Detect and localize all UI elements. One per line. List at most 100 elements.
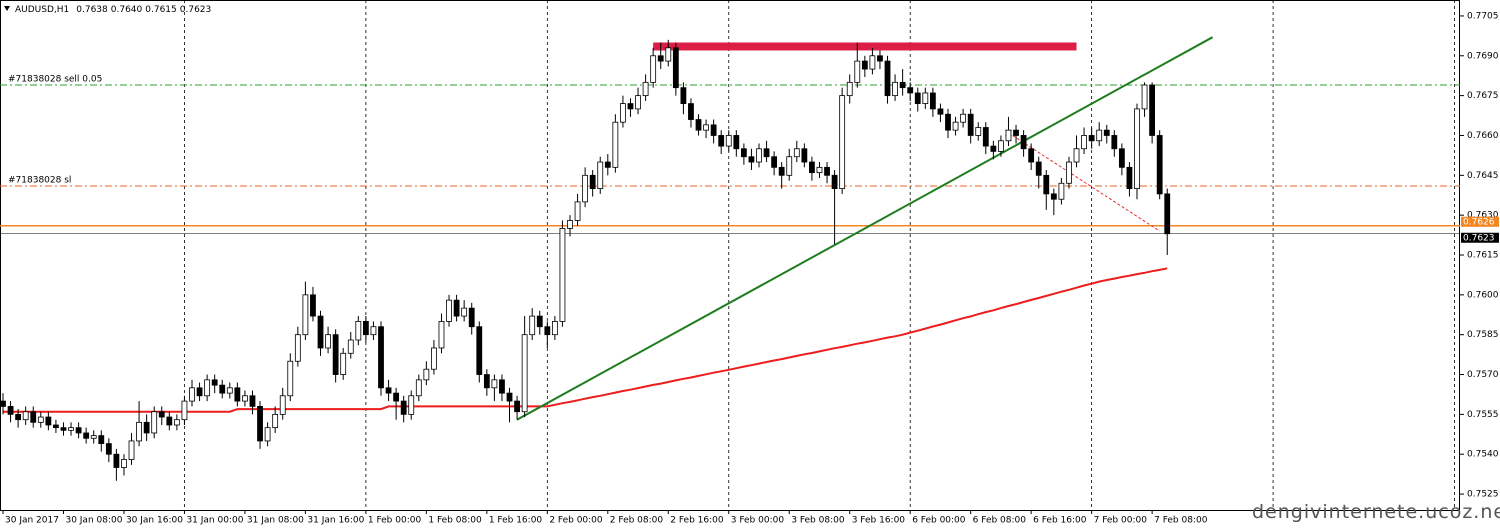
candle-body <box>438 321 445 349</box>
candle-body <box>574 201 581 221</box>
candle-body <box>1043 174 1050 195</box>
x-tick-label: 3 Feb 16:00 <box>852 516 906 526</box>
candle-body <box>499 379 505 394</box>
candle-body <box>53 424 59 429</box>
y-tick-label: 0.7675 <box>1467 91 1499 101</box>
candle-body <box>604 161 611 168</box>
candle-body <box>1149 84 1156 136</box>
candle-body <box>892 81 898 97</box>
candle-body <box>937 108 944 115</box>
order-level-label: #71838028 sell 0.05 <box>8 75 102 85</box>
resistance-zone <box>653 42 1077 51</box>
candle-body <box>431 347 437 370</box>
candle-body <box>952 121 959 131</box>
candle-body <box>15 413 22 421</box>
y-tick-label: 0.7705 <box>1467 11 1499 21</box>
candle-body <box>824 166 830 176</box>
candle-body <box>461 307 468 317</box>
candle-body <box>423 368 430 381</box>
candle-body <box>718 135 725 147</box>
candle-body <box>650 55 657 83</box>
candle-body <box>620 103 626 123</box>
candle-body <box>136 421 142 442</box>
candle-body <box>990 145 997 152</box>
y-tick-label: 0.7660 <box>1467 131 1499 141</box>
candle-body <box>340 352 347 375</box>
candle-body <box>861 60 868 70</box>
x-tick-label: 6 Feb 00:00 <box>912 516 966 526</box>
candle-body <box>1156 135 1163 195</box>
candle-body <box>544 326 551 336</box>
plot-frame <box>0 0 1460 511</box>
price-box-label: 0.7623 <box>1463 233 1495 243</box>
candle-body <box>975 127 982 136</box>
candle-body <box>491 379 498 389</box>
candle-body <box>998 140 1004 152</box>
menu-arrow <box>4 6 10 11</box>
candle-body <box>816 166 823 174</box>
candle-body <box>763 148 770 158</box>
symbol: AUDUSD,H1 <box>15 5 69 15</box>
candle-body <box>234 387 241 402</box>
candle-body <box>771 156 778 168</box>
candle-body <box>778 166 785 176</box>
candle-body <box>506 392 513 402</box>
candle-body <box>272 413 279 429</box>
candle-body <box>22 411 29 421</box>
order-level-label: #71838028 sl <box>8 175 71 185</box>
candle-body <box>551 321 558 336</box>
x-tick-label: 3 Feb 08:00 <box>791 516 845 526</box>
candle-body <box>559 228 566 322</box>
candle-body <box>914 92 921 104</box>
candle-body <box>929 92 936 110</box>
candle-body <box>90 435 97 439</box>
candle-body <box>1118 148 1125 168</box>
candle-body <box>128 440 135 460</box>
candle-body <box>121 459 127 468</box>
candle-body <box>415 379 422 397</box>
price-box <box>1461 232 1499 243</box>
candle-body <box>657 55 664 62</box>
candle-body <box>483 374 490 389</box>
x-tick-label: 1 Feb 16:00 <box>489 516 543 526</box>
candle-body <box>362 321 369 336</box>
high-value: 0.7640 <box>111 5 143 15</box>
x-tick-label: 7 Feb 00:00 <box>1094 516 1148 526</box>
x-tick-label: 30 Jan 08:00 <box>65 516 122 526</box>
candle-body <box>1164 193 1171 235</box>
candle-body <box>347 339 354 354</box>
candle-body <box>1111 135 1118 150</box>
candle-body <box>257 406 263 442</box>
x-tick-label: 30 Jan 16:00 <box>126 516 183 526</box>
candle-body <box>400 400 407 415</box>
candle-body <box>196 387 203 397</box>
candle-body <box>748 156 755 163</box>
open-value: 0.7638 <box>76 5 108 15</box>
x-tick-label: 31 Jan 08:00 <box>247 516 304 526</box>
candle-body <box>514 400 520 413</box>
moving-average <box>3 267 1168 413</box>
candle-body <box>446 299 452 322</box>
candle-body <box>567 220 573 229</box>
candle-body <box>1126 166 1133 189</box>
price-box <box>1461 216 1499 227</box>
candle-body <box>597 161 604 189</box>
candle-body <box>173 419 180 426</box>
candle-body <box>385 387 392 394</box>
candle-body <box>1058 182 1065 200</box>
candle-body <box>294 334 301 362</box>
candle-body <box>703 124 709 131</box>
candle-body <box>60 427 67 431</box>
candle-body <box>839 95 846 189</box>
candle-body <box>982 127 989 147</box>
candle-body <box>642 81 649 97</box>
candle-body <box>37 416 44 423</box>
price-box-label: 0.7626 <box>1463 217 1495 227</box>
y-tick-label: 0.7570 <box>1467 370 1499 380</box>
x-tick-label: 6 Feb 16:00 <box>1033 516 1087 526</box>
candle-body <box>1088 135 1095 142</box>
candle-body <box>877 55 883 62</box>
candle-body <box>287 360 294 397</box>
candle-body <box>68 427 74 431</box>
candle-body <box>310 294 316 317</box>
